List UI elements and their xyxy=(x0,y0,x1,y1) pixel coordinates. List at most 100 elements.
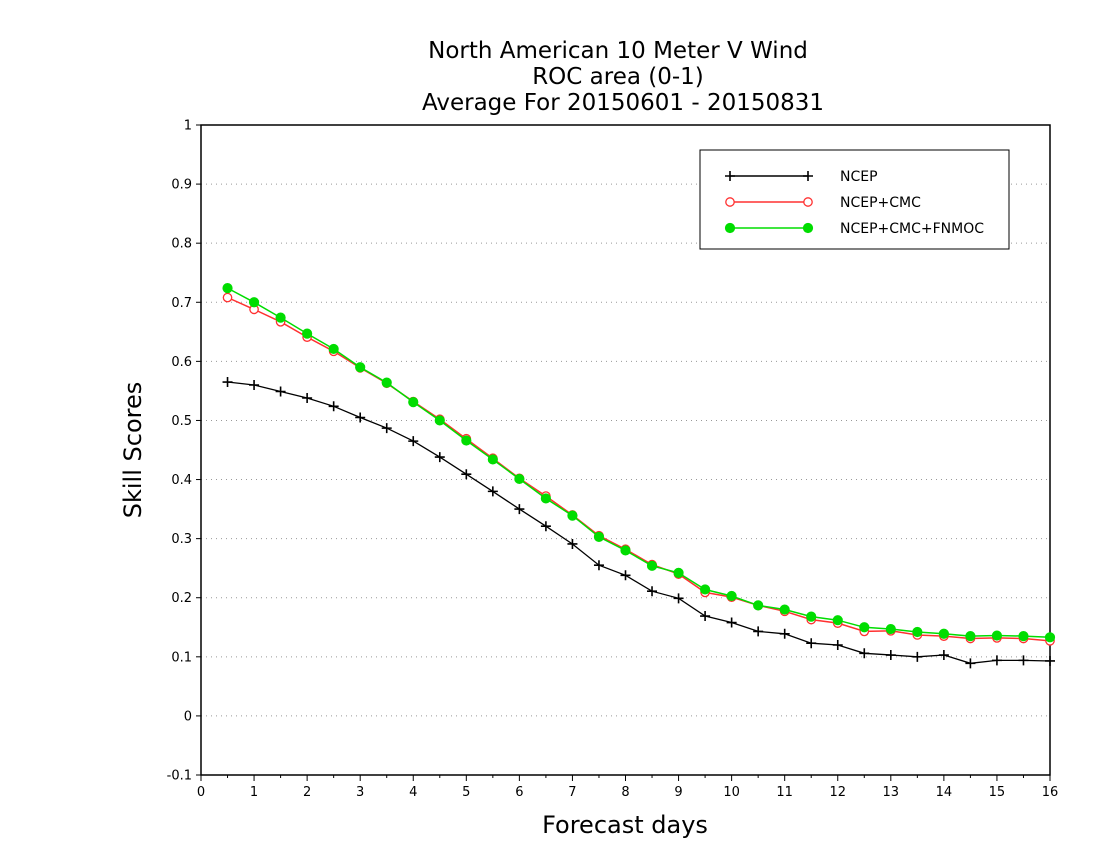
x-tick-label: 7 xyxy=(568,785,576,800)
x-tick-label: 10 xyxy=(723,785,740,800)
data-point xyxy=(620,545,631,556)
series-ncep-cmc xyxy=(222,292,1055,646)
data-point xyxy=(938,650,949,661)
data-point xyxy=(938,628,949,639)
data-point xyxy=(806,638,817,649)
data-point xyxy=(540,521,551,532)
x-tick-label: 15 xyxy=(989,785,1006,800)
x-tick-label: 5 xyxy=(462,785,470,800)
data-point xyxy=(434,452,445,463)
data-point xyxy=(355,412,366,423)
series-ncep xyxy=(222,377,1055,669)
x-tick-label: 16 xyxy=(1042,785,1059,800)
legend-marker xyxy=(802,222,814,234)
x-tick-label: 3 xyxy=(356,785,364,800)
data-point xyxy=(222,282,233,294)
data-point xyxy=(302,328,313,339)
x-tick-label: 13 xyxy=(883,785,900,800)
data-point xyxy=(912,651,923,662)
data-point xyxy=(726,617,737,628)
y-tick-label: 1 xyxy=(184,119,192,134)
series-line xyxy=(227,296,1051,642)
data-point xyxy=(806,611,817,622)
data-point xyxy=(408,436,419,447)
data-point xyxy=(487,486,498,497)
data-point xyxy=(885,650,896,661)
y-axis-label: Skill Scores xyxy=(119,382,147,519)
data-point xyxy=(381,377,392,388)
data-point xyxy=(965,631,976,642)
data-point xyxy=(461,435,472,446)
data-point xyxy=(700,611,711,622)
series-ncep-cmc-fnmoc xyxy=(222,282,1056,643)
legend-item: NCEP+CMC xyxy=(725,195,921,211)
series-line xyxy=(227,287,1051,639)
data-point xyxy=(540,493,552,504)
title-line-1: North American 10 Meter V Wind xyxy=(428,38,808,64)
x-tick-label: 14 xyxy=(936,785,953,800)
y-tick-label: 0.4 xyxy=(171,473,192,488)
data-point xyxy=(779,604,790,615)
y-tick-label: 0.8 xyxy=(171,237,192,252)
legend-item: NCEP xyxy=(725,169,878,185)
data-point xyxy=(646,560,658,571)
data-point xyxy=(859,622,870,633)
data-point xyxy=(1045,655,1055,666)
data-point xyxy=(302,393,313,403)
x-tick-label: 2 xyxy=(303,785,311,800)
legend-label: NCEP xyxy=(840,169,878,185)
data-point xyxy=(620,570,631,581)
data-point xyxy=(753,626,764,637)
gridlines xyxy=(201,183,1050,717)
data-point xyxy=(991,655,1002,666)
x-tick-label: 1 xyxy=(250,785,258,800)
data-point xyxy=(593,531,605,542)
y-tick-label: 0.6 xyxy=(171,355,192,370)
data-point xyxy=(381,423,392,434)
data-point xyxy=(1044,632,1056,643)
legend-items: NCEP NCEP+CMC NCEP+CMC+FNMOC xyxy=(724,169,984,237)
data-point xyxy=(222,292,233,303)
y-tick-label: 0.5 xyxy=(171,414,192,429)
y-tick-label: 0.7 xyxy=(171,296,192,311)
x-tick-label: 0 xyxy=(197,785,205,800)
x-tick-label: 12 xyxy=(829,785,846,800)
y-tick-label: 0 xyxy=(184,709,192,724)
data-point xyxy=(647,586,658,597)
x-tick-label: 4 xyxy=(409,785,417,800)
data-point xyxy=(461,469,472,480)
data-point xyxy=(434,415,445,426)
data-point xyxy=(567,510,578,521)
data-point xyxy=(514,473,525,485)
data-point xyxy=(991,630,1003,641)
data-point xyxy=(408,397,419,408)
data-point xyxy=(567,538,578,549)
legend-marker xyxy=(724,222,736,234)
legend-label: NCEP+CMC+FNMOC xyxy=(840,221,984,237)
y-tick-label: 0.9 xyxy=(171,178,192,193)
title-line-3: Average For 20150601 - 20150831 xyxy=(422,90,824,116)
x-tick-label: 9 xyxy=(674,785,682,800)
series-layer xyxy=(222,282,1056,669)
x-axis-label: Forecast days xyxy=(542,811,708,839)
data-point xyxy=(514,504,525,515)
data-point xyxy=(859,648,870,659)
legend-marker xyxy=(803,171,813,181)
data-point xyxy=(248,297,260,308)
data-point xyxy=(673,593,684,604)
data-point xyxy=(1018,631,1029,642)
data-point xyxy=(328,343,339,355)
data-point xyxy=(673,567,684,579)
legend-box xyxy=(699,149,1010,250)
data-point xyxy=(355,362,366,373)
y-tick-label: 0.3 xyxy=(171,532,192,547)
legend: NCEP NCEP+CMC NCEP+CMC+FNMOC xyxy=(699,149,1010,250)
data-point xyxy=(487,454,498,465)
x-tick-label: 6 xyxy=(515,785,523,800)
data-point xyxy=(249,380,260,390)
legend-label: NCEP+CMC xyxy=(840,195,921,211)
data-point xyxy=(726,590,737,602)
series-line xyxy=(227,381,1051,664)
data-point xyxy=(965,658,976,669)
